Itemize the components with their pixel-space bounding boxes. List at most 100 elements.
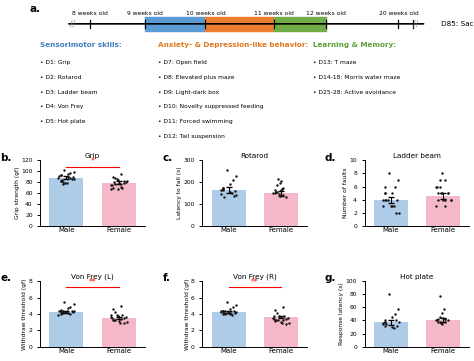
Point bbox=[219, 308, 227, 314]
Point bbox=[233, 192, 240, 198]
Point bbox=[122, 179, 130, 185]
Point bbox=[441, 177, 449, 183]
Point bbox=[59, 310, 67, 316]
Point bbox=[434, 316, 442, 322]
Point bbox=[227, 306, 234, 312]
Point bbox=[232, 173, 240, 179]
Point bbox=[276, 314, 284, 320]
Point bbox=[55, 173, 63, 179]
Point bbox=[224, 310, 231, 316]
Point bbox=[58, 309, 65, 315]
Point bbox=[219, 185, 227, 191]
Point bbox=[220, 310, 228, 316]
Point bbox=[117, 303, 124, 309]
Text: 10 weeks old: 10 weeks old bbox=[185, 11, 225, 16]
Point bbox=[382, 321, 390, 327]
Point bbox=[71, 176, 78, 182]
Point bbox=[436, 177, 443, 183]
Point bbox=[381, 319, 389, 325]
Point bbox=[436, 293, 444, 299]
Point bbox=[223, 167, 230, 173]
Text: **: ** bbox=[251, 278, 259, 287]
Point bbox=[219, 187, 227, 193]
Point bbox=[120, 178, 128, 184]
Point bbox=[110, 317, 118, 322]
Bar bbox=[211, 312, 246, 347]
Point bbox=[115, 318, 123, 324]
Bar bbox=[426, 320, 460, 347]
Text: Learning & Memory:: Learning & Memory: bbox=[313, 42, 396, 48]
Point bbox=[275, 191, 283, 197]
Point bbox=[382, 319, 389, 325]
Point bbox=[277, 319, 285, 325]
Text: • D9: Light-dark box: • D9: Light-dark box bbox=[158, 90, 219, 95]
Point bbox=[57, 308, 64, 314]
Point bbox=[381, 318, 389, 323]
Title: Rotarod: Rotarod bbox=[241, 153, 269, 158]
Text: • D12: Tail suspension: • D12: Tail suspension bbox=[158, 134, 225, 139]
Point bbox=[273, 310, 281, 316]
Point bbox=[432, 184, 439, 190]
Point bbox=[447, 197, 455, 203]
Text: • D11: Forced swimming: • D11: Forced swimming bbox=[158, 119, 233, 124]
Point bbox=[444, 190, 452, 196]
Point bbox=[279, 317, 286, 322]
Point bbox=[274, 318, 282, 323]
Text: D85: Sacrifice: D85: Sacrifice bbox=[441, 21, 474, 27]
Point bbox=[219, 309, 227, 314]
Point bbox=[395, 210, 402, 216]
Point bbox=[278, 178, 285, 184]
Point bbox=[223, 300, 230, 305]
Point bbox=[64, 174, 72, 180]
Text: a.: a. bbox=[29, 4, 41, 14]
Bar bbox=[146, 17, 205, 31]
Point bbox=[391, 203, 398, 209]
Text: • D13: T maze: • D13: T maze bbox=[313, 60, 356, 65]
Point bbox=[279, 320, 286, 326]
Point bbox=[68, 309, 76, 314]
Point bbox=[382, 323, 389, 329]
Point bbox=[66, 170, 74, 176]
Point bbox=[114, 177, 122, 183]
Point bbox=[108, 315, 116, 321]
Point bbox=[218, 309, 225, 315]
Point bbox=[217, 308, 224, 314]
Point bbox=[271, 187, 279, 193]
Point bbox=[282, 316, 290, 322]
Point bbox=[219, 185, 227, 191]
Point bbox=[117, 316, 124, 322]
Point bbox=[221, 308, 229, 314]
Point bbox=[64, 305, 72, 311]
Point bbox=[109, 318, 117, 323]
Point bbox=[109, 306, 117, 312]
Text: //: // bbox=[70, 19, 75, 29]
Point bbox=[280, 313, 288, 318]
Bar bbox=[211, 190, 246, 226]
Point bbox=[436, 319, 443, 325]
Point bbox=[69, 174, 76, 180]
Point bbox=[112, 317, 119, 322]
Point bbox=[389, 324, 396, 330]
Bar bbox=[274, 17, 326, 31]
Point bbox=[57, 171, 64, 177]
Point bbox=[395, 319, 402, 325]
Point bbox=[273, 183, 281, 188]
Point bbox=[232, 302, 240, 308]
Point bbox=[71, 308, 78, 314]
Point bbox=[279, 304, 287, 309]
Point bbox=[441, 316, 449, 322]
Point bbox=[438, 310, 446, 316]
Point bbox=[117, 171, 124, 177]
Text: Sensorimotor skills:: Sensorimotor skills: bbox=[40, 42, 122, 48]
Point bbox=[120, 180, 128, 186]
Point bbox=[273, 189, 281, 195]
Point bbox=[227, 311, 234, 317]
Point bbox=[231, 188, 238, 194]
Point bbox=[389, 203, 396, 209]
Point bbox=[379, 203, 387, 209]
Point bbox=[391, 184, 399, 190]
Text: • D7: Open field: • D7: Open field bbox=[158, 60, 207, 65]
Point bbox=[274, 176, 282, 182]
Text: c.: c. bbox=[163, 153, 173, 162]
Point bbox=[57, 310, 65, 316]
